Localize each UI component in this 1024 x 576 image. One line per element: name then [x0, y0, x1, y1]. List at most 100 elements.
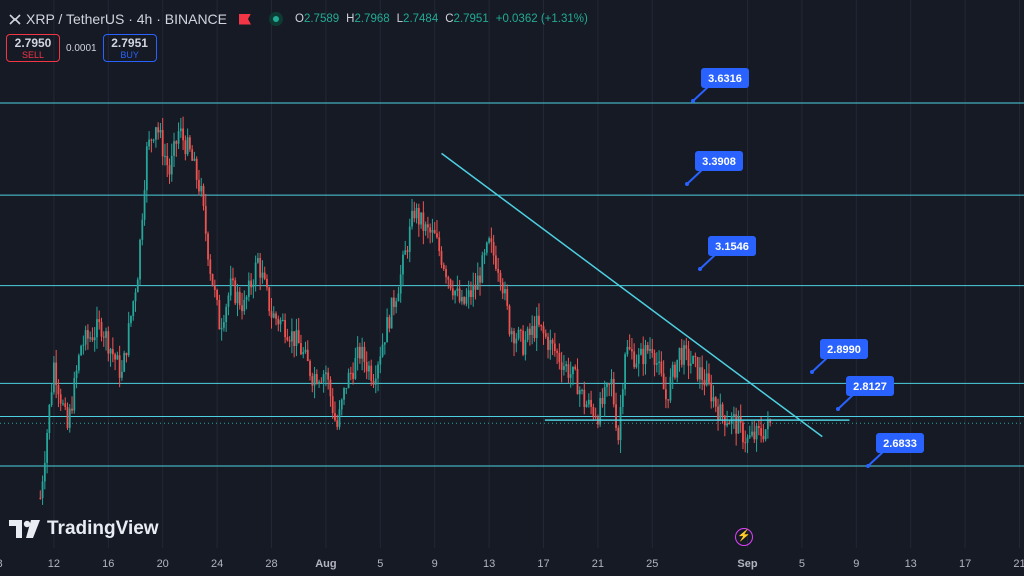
- candle-body: [286, 337, 289, 341]
- candle-body: [615, 404, 617, 428]
- candle-body: [322, 374, 325, 382]
- candle-body: [587, 399, 590, 405]
- candle-body: [538, 315, 540, 325]
- candle-body: [66, 406, 69, 428]
- candle-body: [145, 146, 148, 191]
- candle-body: [349, 372, 352, 374]
- candle-body: [689, 363, 692, 366]
- candle-body: [241, 305, 243, 312]
- candle-body: [424, 224, 427, 232]
- candle-body: [193, 158, 196, 161]
- candle-body: [474, 284, 477, 290]
- candle-body: [257, 258, 259, 263]
- x-axis-label: 25: [646, 558, 658, 570]
- candle-body: [692, 355, 694, 364]
- candle-body: [304, 349, 307, 352]
- lightning-icon[interactable]: ⚡: [735, 528, 753, 546]
- candle-body: [726, 423, 728, 426]
- x-axis-label: 8: [0, 558, 3, 570]
- candle-body: [175, 141, 178, 144]
- candle-body: [427, 224, 429, 228]
- candle-body: [270, 311, 273, 318]
- price-callout-label: 3.3908: [702, 156, 736, 168]
- candle-body: [216, 290, 218, 301]
- candle-body: [297, 330, 300, 344]
- candle-body: [91, 337, 94, 341]
- candle-body: [84, 330, 87, 345]
- candle-body: [252, 284, 255, 288]
- candle-body: [62, 403, 64, 405]
- candle-body: [522, 330, 524, 355]
- callout-pointer: [692, 85, 710, 102]
- candle-body: [429, 227, 432, 233]
- candle-body: [665, 389, 667, 400]
- candle-body: [345, 388, 348, 390]
- candle-body: [46, 432, 48, 463]
- candle-body: [581, 389, 583, 391]
- callout-pointer: [811, 356, 829, 373]
- candle-body: [311, 376, 314, 386]
- candle-body: [610, 378, 613, 385]
- candle-body: [207, 233, 209, 260]
- callout-dot: [866, 464, 870, 468]
- candle-body: [238, 291, 241, 306]
- candle-body: [694, 355, 697, 358]
- candle-body: [485, 242, 488, 253]
- candle-body: [148, 139, 150, 147]
- candle-body: [411, 210, 413, 227]
- candle-body: [177, 131, 180, 144]
- candle-body: [390, 297, 393, 329]
- callout-dot: [698, 267, 702, 271]
- candle-body: [77, 355, 80, 371]
- candle-body: [624, 354, 626, 390]
- low-label: L: [396, 13, 404, 25]
- close-label: C: [445, 13, 454, 25]
- flag-icon[interactable]: [239, 13, 251, 25]
- candle-body: [43, 462, 46, 482]
- candle-body: [250, 280, 252, 288]
- x-axis-label: 5: [799, 558, 805, 570]
- candle-body: [229, 278, 232, 296]
- candle-body: [549, 339, 552, 350]
- sell-button[interactable]: 2.7950 SELL: [6, 34, 60, 62]
- candle-body: [746, 437, 749, 443]
- candle-body: [714, 397, 717, 407]
- price-callout: [708, 236, 756, 256]
- x-axis-label: 13: [905, 558, 917, 570]
- candle-body: [105, 331, 107, 338]
- candle-body: [259, 258, 262, 278]
- candle-body: [363, 346, 366, 363]
- candle-body: [533, 325, 536, 339]
- candle-body: [649, 349, 651, 351]
- candle-body: [118, 355, 121, 378]
- callout-pointer: [867, 450, 885, 467]
- candle-body: [755, 425, 758, 440]
- callout-dot: [836, 407, 840, 411]
- candle-body: [130, 315, 132, 324]
- candle-body: [517, 329, 520, 339]
- buy-button[interactable]: 2.7951 BUY: [102, 34, 157, 62]
- candle-body: [309, 361, 311, 377]
- candle-body: [377, 364, 379, 379]
- candle-body: [671, 364, 674, 377]
- candle-body: [626, 346, 629, 355]
- candle-body: [422, 212, 425, 232]
- callout-pointer: [837, 393, 855, 410]
- low-value: 2.7484: [403, 13, 439, 25]
- candle-body: [263, 272, 266, 279]
- candle-body: [712, 397, 715, 402]
- candle-body: [223, 322, 225, 328]
- candle-body: [569, 374, 572, 378]
- callout-dot: [691, 99, 695, 103]
- candle-body: [182, 128, 184, 141]
- candle-body: [227, 295, 230, 307]
- candle-body: [100, 322, 103, 337]
- tradingview-logo[interactable]: TradingView: [9, 518, 159, 540]
- candle-body: [89, 337, 92, 339]
- candle-body: [703, 380, 706, 386]
- candle-body: [302, 351, 305, 355]
- candle-body: [331, 396, 334, 414]
- symbol-title[interactable]: XRP / TetherUS · 4h · BINANCE: [26, 11, 227, 27]
